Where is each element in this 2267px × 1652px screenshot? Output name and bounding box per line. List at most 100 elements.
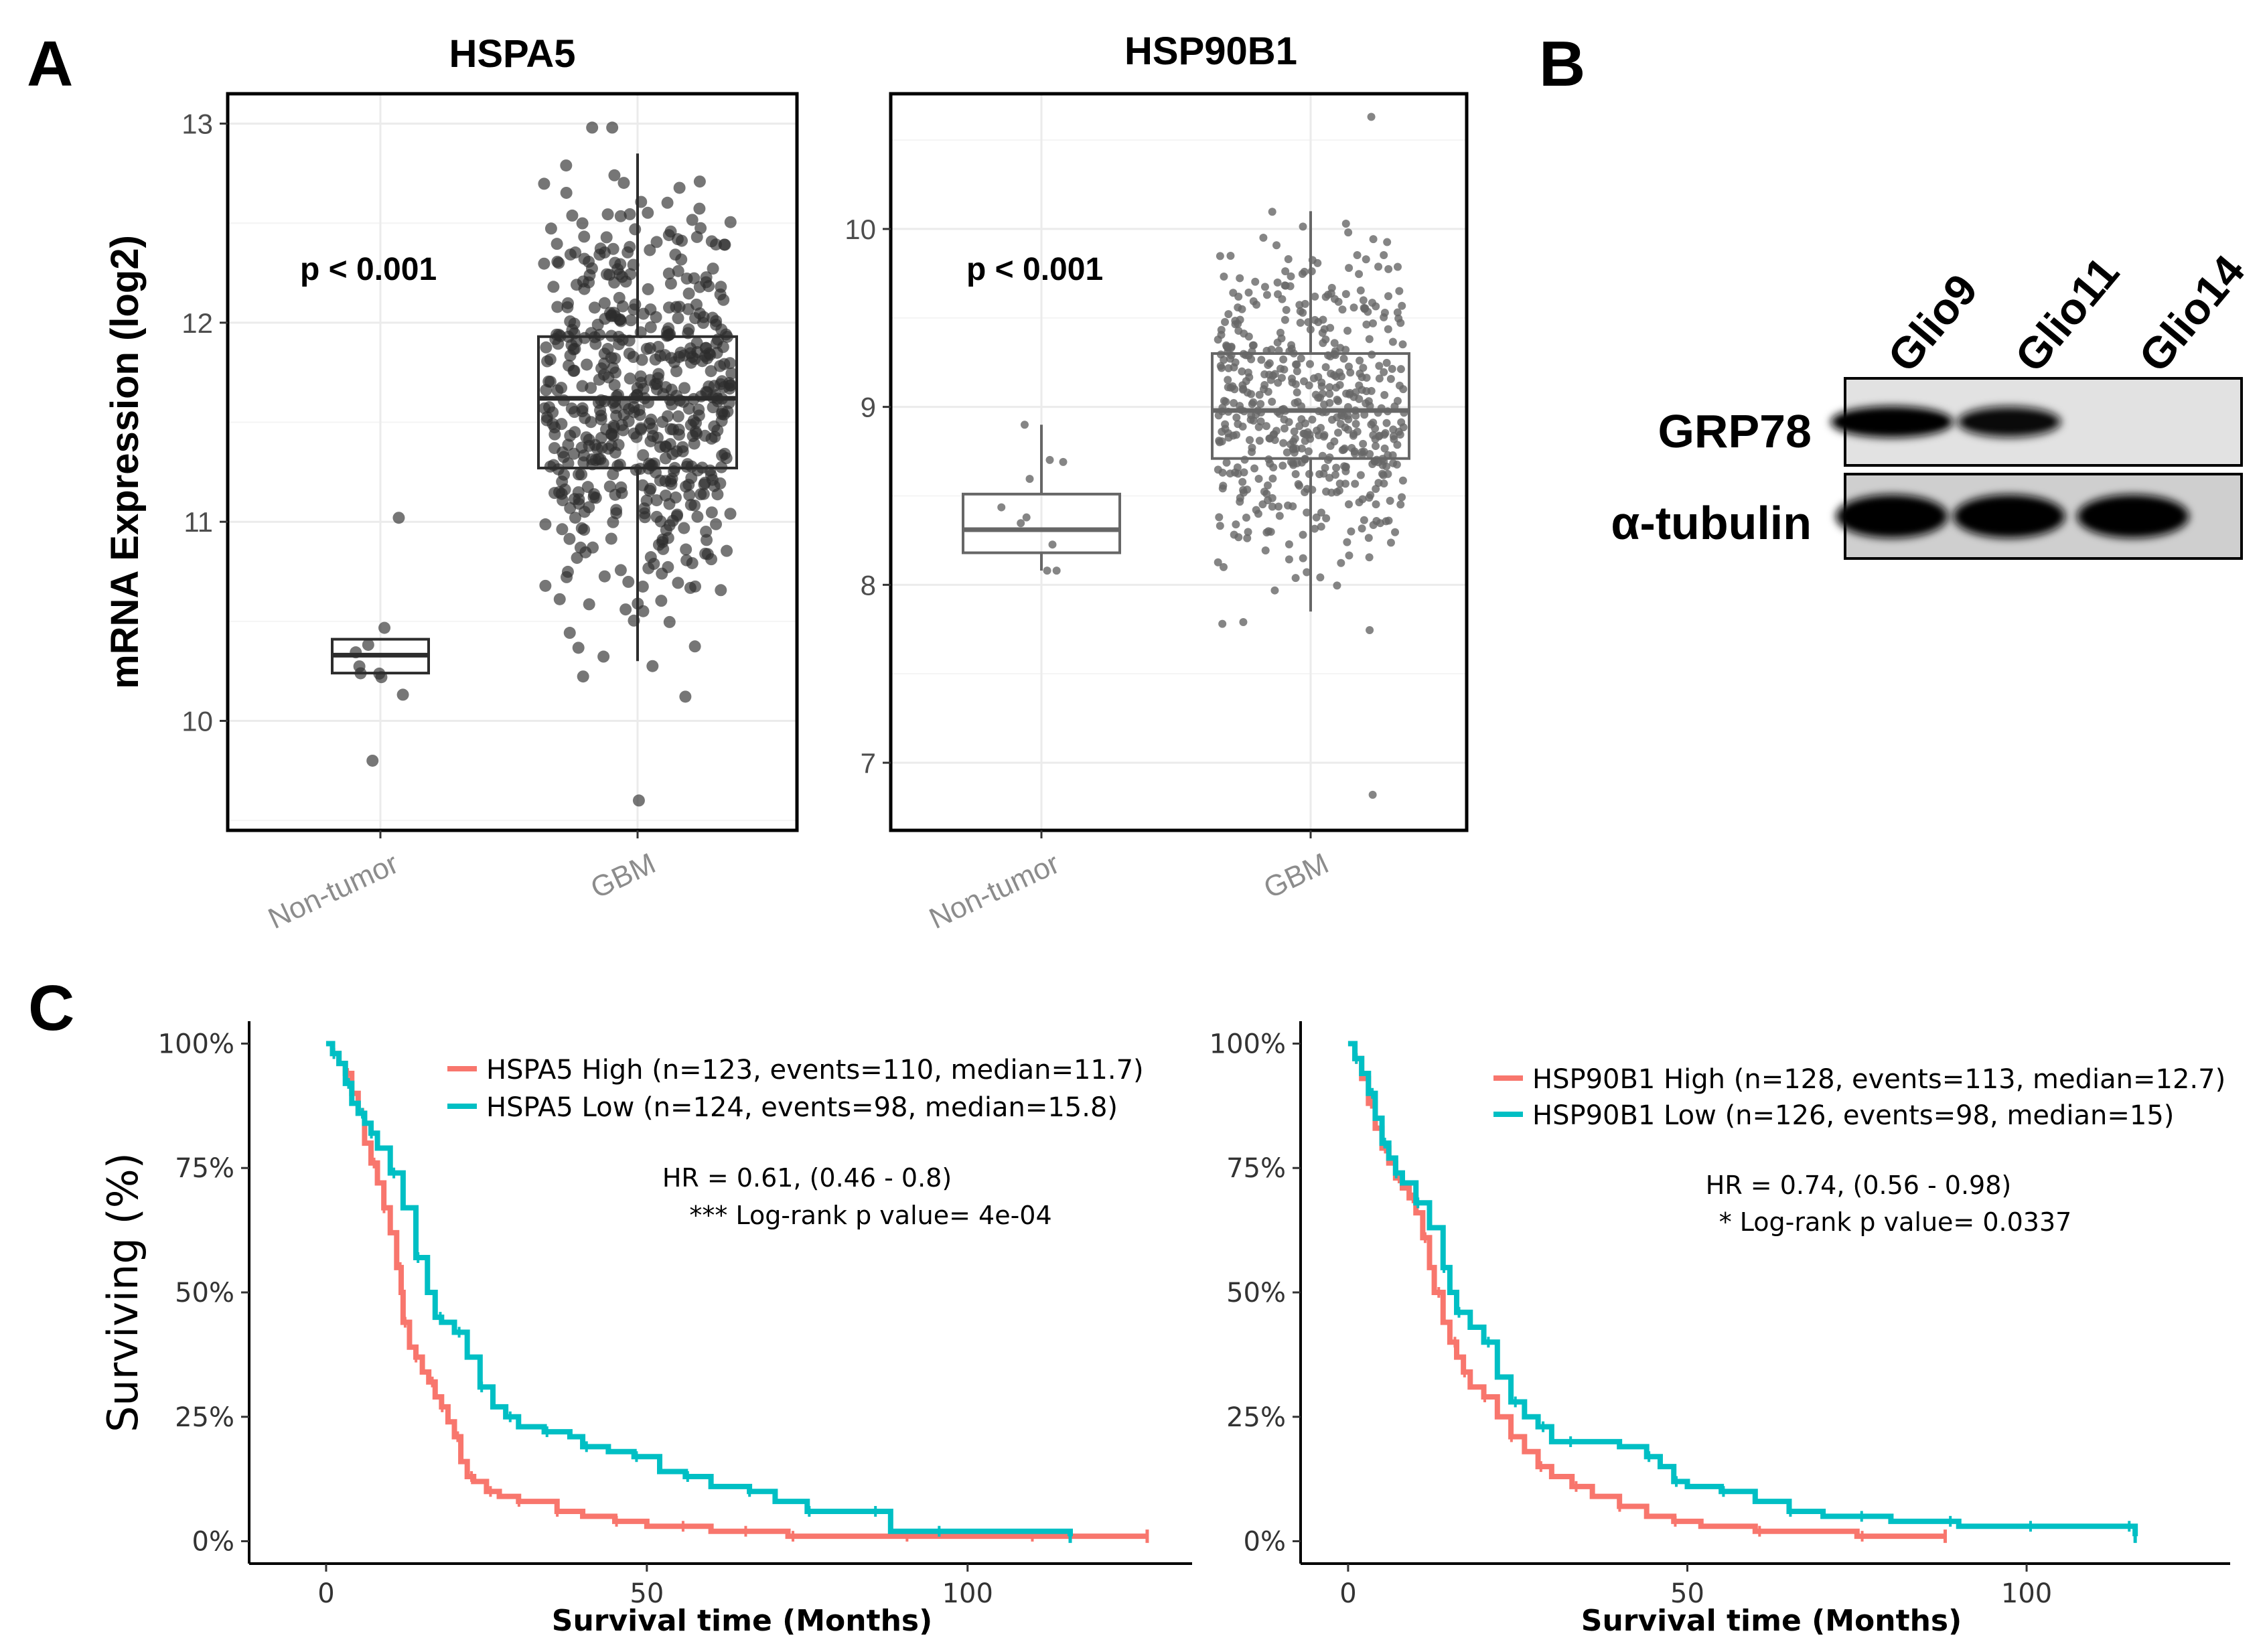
data-point xyxy=(1219,481,1228,490)
data-point xyxy=(1353,250,1362,259)
data-point xyxy=(1359,364,1368,372)
data-point xyxy=(1222,458,1231,467)
data-point xyxy=(629,223,642,236)
data-point xyxy=(666,448,679,461)
panel-label-a: A xyxy=(27,28,73,100)
data-point xyxy=(1248,341,1257,350)
data-point xyxy=(566,209,579,222)
data-point xyxy=(1388,337,1397,346)
data-point xyxy=(1238,423,1247,431)
y-tick-label: 12 xyxy=(181,307,213,339)
data-point xyxy=(1330,437,1339,446)
data-point xyxy=(572,642,585,654)
data-point xyxy=(1242,514,1250,522)
data-point xyxy=(1334,297,1343,306)
data-point xyxy=(1321,463,1329,472)
data-point xyxy=(1268,502,1276,511)
data-point xyxy=(1341,423,1349,432)
y-tick-label: 11 xyxy=(184,506,213,538)
data-point xyxy=(1303,485,1311,494)
data-point xyxy=(689,425,702,438)
data-point xyxy=(642,206,654,219)
data-point xyxy=(539,518,552,531)
data-point xyxy=(1349,303,1358,312)
data-point xyxy=(1355,381,1364,390)
data-point xyxy=(1221,317,1230,326)
data-point xyxy=(1255,437,1264,445)
panel-label-b: B xyxy=(1539,28,1585,100)
data-point xyxy=(1366,626,1374,635)
data-point xyxy=(551,301,564,313)
data-point xyxy=(562,439,575,451)
log-rank-text: * Log-rank p value= 0.0337 xyxy=(1719,1207,2072,1237)
data-point xyxy=(1240,329,1248,338)
data-point xyxy=(595,413,607,426)
data-point xyxy=(1287,272,1295,281)
data-point xyxy=(680,272,693,285)
data-point xyxy=(570,279,583,291)
y-axis-ticks: 0% 25% 50% 75% 100% xyxy=(1210,1029,1301,1558)
data-point xyxy=(1367,112,1376,121)
data-point xyxy=(1249,297,1258,305)
data-point xyxy=(392,512,405,524)
data-point xyxy=(1317,522,1325,531)
data-point xyxy=(622,575,635,588)
data-point xyxy=(1216,252,1224,260)
data-point xyxy=(1260,370,1269,378)
data-point xyxy=(699,547,712,560)
data-point xyxy=(609,256,621,269)
data-point xyxy=(1383,238,1392,246)
data-point xyxy=(615,481,628,494)
x-tick-label: 50 xyxy=(1670,1578,1704,1609)
data-point xyxy=(609,352,621,365)
data-point xyxy=(1275,512,1284,520)
data-point xyxy=(690,337,703,350)
data-point xyxy=(544,353,557,366)
data-point xyxy=(589,337,602,350)
data-point xyxy=(561,565,574,578)
data-point xyxy=(662,229,675,242)
data-point xyxy=(636,479,649,492)
data-point xyxy=(1321,363,1330,372)
data-point xyxy=(1280,424,1289,433)
data-point xyxy=(547,281,560,293)
data-point xyxy=(1266,459,1274,468)
data-point xyxy=(1375,431,1384,440)
data-point xyxy=(644,342,656,354)
data-point xyxy=(1299,222,1307,231)
data-point xyxy=(1365,553,1374,562)
lane-label-glio9: Glio9 xyxy=(1878,265,1987,381)
data-point xyxy=(1362,320,1371,329)
data-point xyxy=(684,356,697,369)
data-point xyxy=(1375,362,1384,370)
data-point xyxy=(1224,429,1233,437)
legend-label-low: HSPA5 Low (n=124, events=98, median=15.8… xyxy=(486,1092,1118,1123)
data-point xyxy=(1291,469,1300,478)
lane-label-glio11: Glio11 xyxy=(2005,248,2128,381)
data-point xyxy=(1344,362,1353,371)
data-point xyxy=(1285,555,1293,564)
data-point xyxy=(650,510,663,523)
x-axis-ticks: Non-tumor GBM xyxy=(924,830,1333,935)
data-point xyxy=(1236,498,1244,506)
plot-border xyxy=(226,92,799,832)
data-point xyxy=(688,499,701,512)
data-point xyxy=(1393,396,1402,405)
data-point xyxy=(673,429,686,441)
data-point xyxy=(613,313,626,325)
data-point xyxy=(564,502,577,514)
data-point xyxy=(1396,431,1404,439)
protein-band-core xyxy=(1961,501,2057,532)
data-point xyxy=(1391,528,1400,536)
data-point xyxy=(598,348,611,360)
x-axis-label: Survival time (Months) xyxy=(552,1604,932,1638)
box-iqr xyxy=(1211,352,1410,460)
hazard-ratio-text: HR = 0.61, (0.46 - 0.8) xyxy=(662,1163,952,1193)
data-point xyxy=(1317,508,1325,517)
data-point xyxy=(1297,415,1306,424)
data-point xyxy=(557,451,570,463)
data-point xyxy=(1333,581,1341,590)
legend-label-low: HSP90B1 Low (n=126, events=98, median=15… xyxy=(1532,1100,2174,1131)
data-point xyxy=(539,579,552,592)
data-point xyxy=(1314,317,1323,326)
